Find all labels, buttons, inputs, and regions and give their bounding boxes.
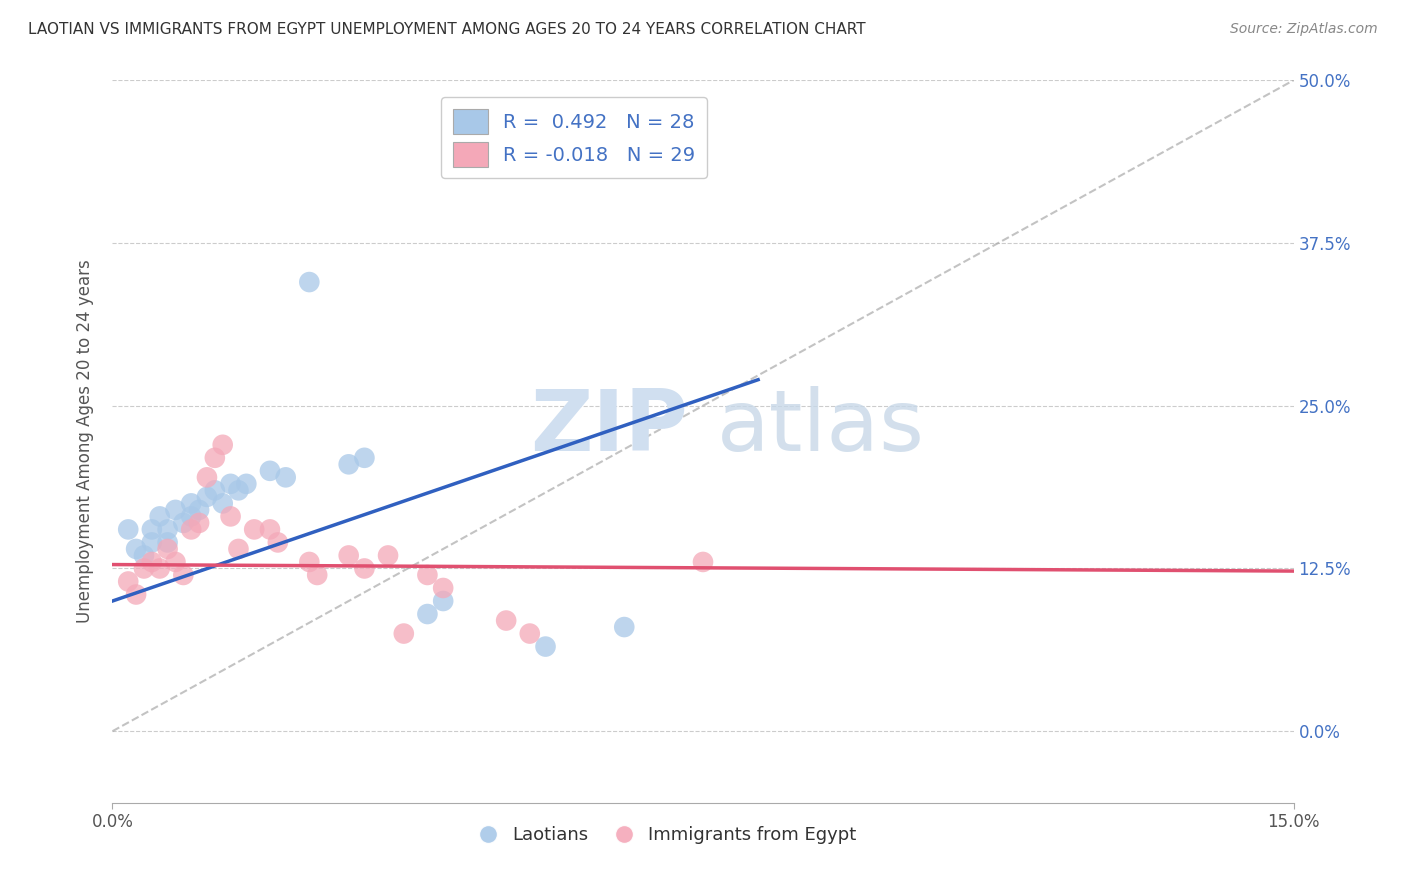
Point: [165, 503, 187, 517]
Point: [692, 555, 714, 569]
Point: [125, 587, 148, 601]
Point: [172, 516, 194, 530]
Point: [211, 438, 233, 452]
Point: [141, 555, 163, 569]
Point: [180, 496, 202, 510]
Point: [432, 594, 454, 608]
Point: [117, 523, 139, 537]
Point: [180, 523, 202, 537]
Point: [132, 549, 155, 563]
Point: [337, 549, 360, 563]
Point: [117, 574, 139, 589]
Point: [259, 523, 281, 537]
Point: [125, 541, 148, 556]
Point: [307, 568, 329, 582]
Point: [195, 490, 218, 504]
Point: [188, 503, 211, 517]
Text: LAOTIAN VS IMMIGRANTS FROM EGYPT UNEMPLOYMENT AMONG AGES 20 TO 24 YEARS CORRELAT: LAOTIAN VS IMMIGRANTS FROM EGYPT UNEMPLO…: [28, 22, 866, 37]
Point: [204, 483, 226, 498]
Text: ZIP: ZIP: [530, 385, 688, 468]
Point: [235, 476, 257, 491]
Point: [228, 483, 250, 498]
Point: [141, 523, 163, 537]
Point: [298, 555, 321, 569]
Point: [377, 549, 399, 563]
Point: [180, 509, 202, 524]
Point: [156, 535, 179, 549]
Point: [534, 640, 557, 654]
Point: [228, 541, 250, 556]
Point: [353, 450, 375, 465]
Point: [243, 523, 266, 537]
Point: [416, 607, 439, 621]
Point: [495, 614, 517, 628]
Point: [432, 581, 454, 595]
Point: [416, 568, 439, 582]
Point: [353, 561, 375, 575]
Text: atlas: atlas: [717, 385, 925, 468]
Point: [188, 516, 211, 530]
Y-axis label: Unemployment Among Ages 20 to 24 years: Unemployment Among Ages 20 to 24 years: [76, 260, 94, 624]
Point: [141, 535, 163, 549]
Point: [204, 450, 226, 465]
Text: Source: ZipAtlas.com: Source: ZipAtlas.com: [1230, 22, 1378, 37]
Point: [219, 509, 242, 524]
Point: [156, 541, 179, 556]
Point: [165, 555, 187, 569]
Point: [519, 626, 541, 640]
Point: [172, 568, 194, 582]
Point: [337, 458, 360, 472]
Point: [259, 464, 281, 478]
Point: [211, 496, 233, 510]
Point: [267, 535, 290, 549]
Point: [149, 561, 172, 575]
Point: [298, 275, 321, 289]
Point: [219, 476, 242, 491]
Legend: Laotians, Immigrants from Egypt: Laotians, Immigrants from Egypt: [472, 819, 863, 852]
Point: [156, 523, 179, 537]
Point: [613, 620, 636, 634]
Point: [149, 509, 172, 524]
Point: [274, 470, 297, 484]
Point: [195, 470, 218, 484]
Point: [392, 626, 415, 640]
Point: [132, 561, 155, 575]
